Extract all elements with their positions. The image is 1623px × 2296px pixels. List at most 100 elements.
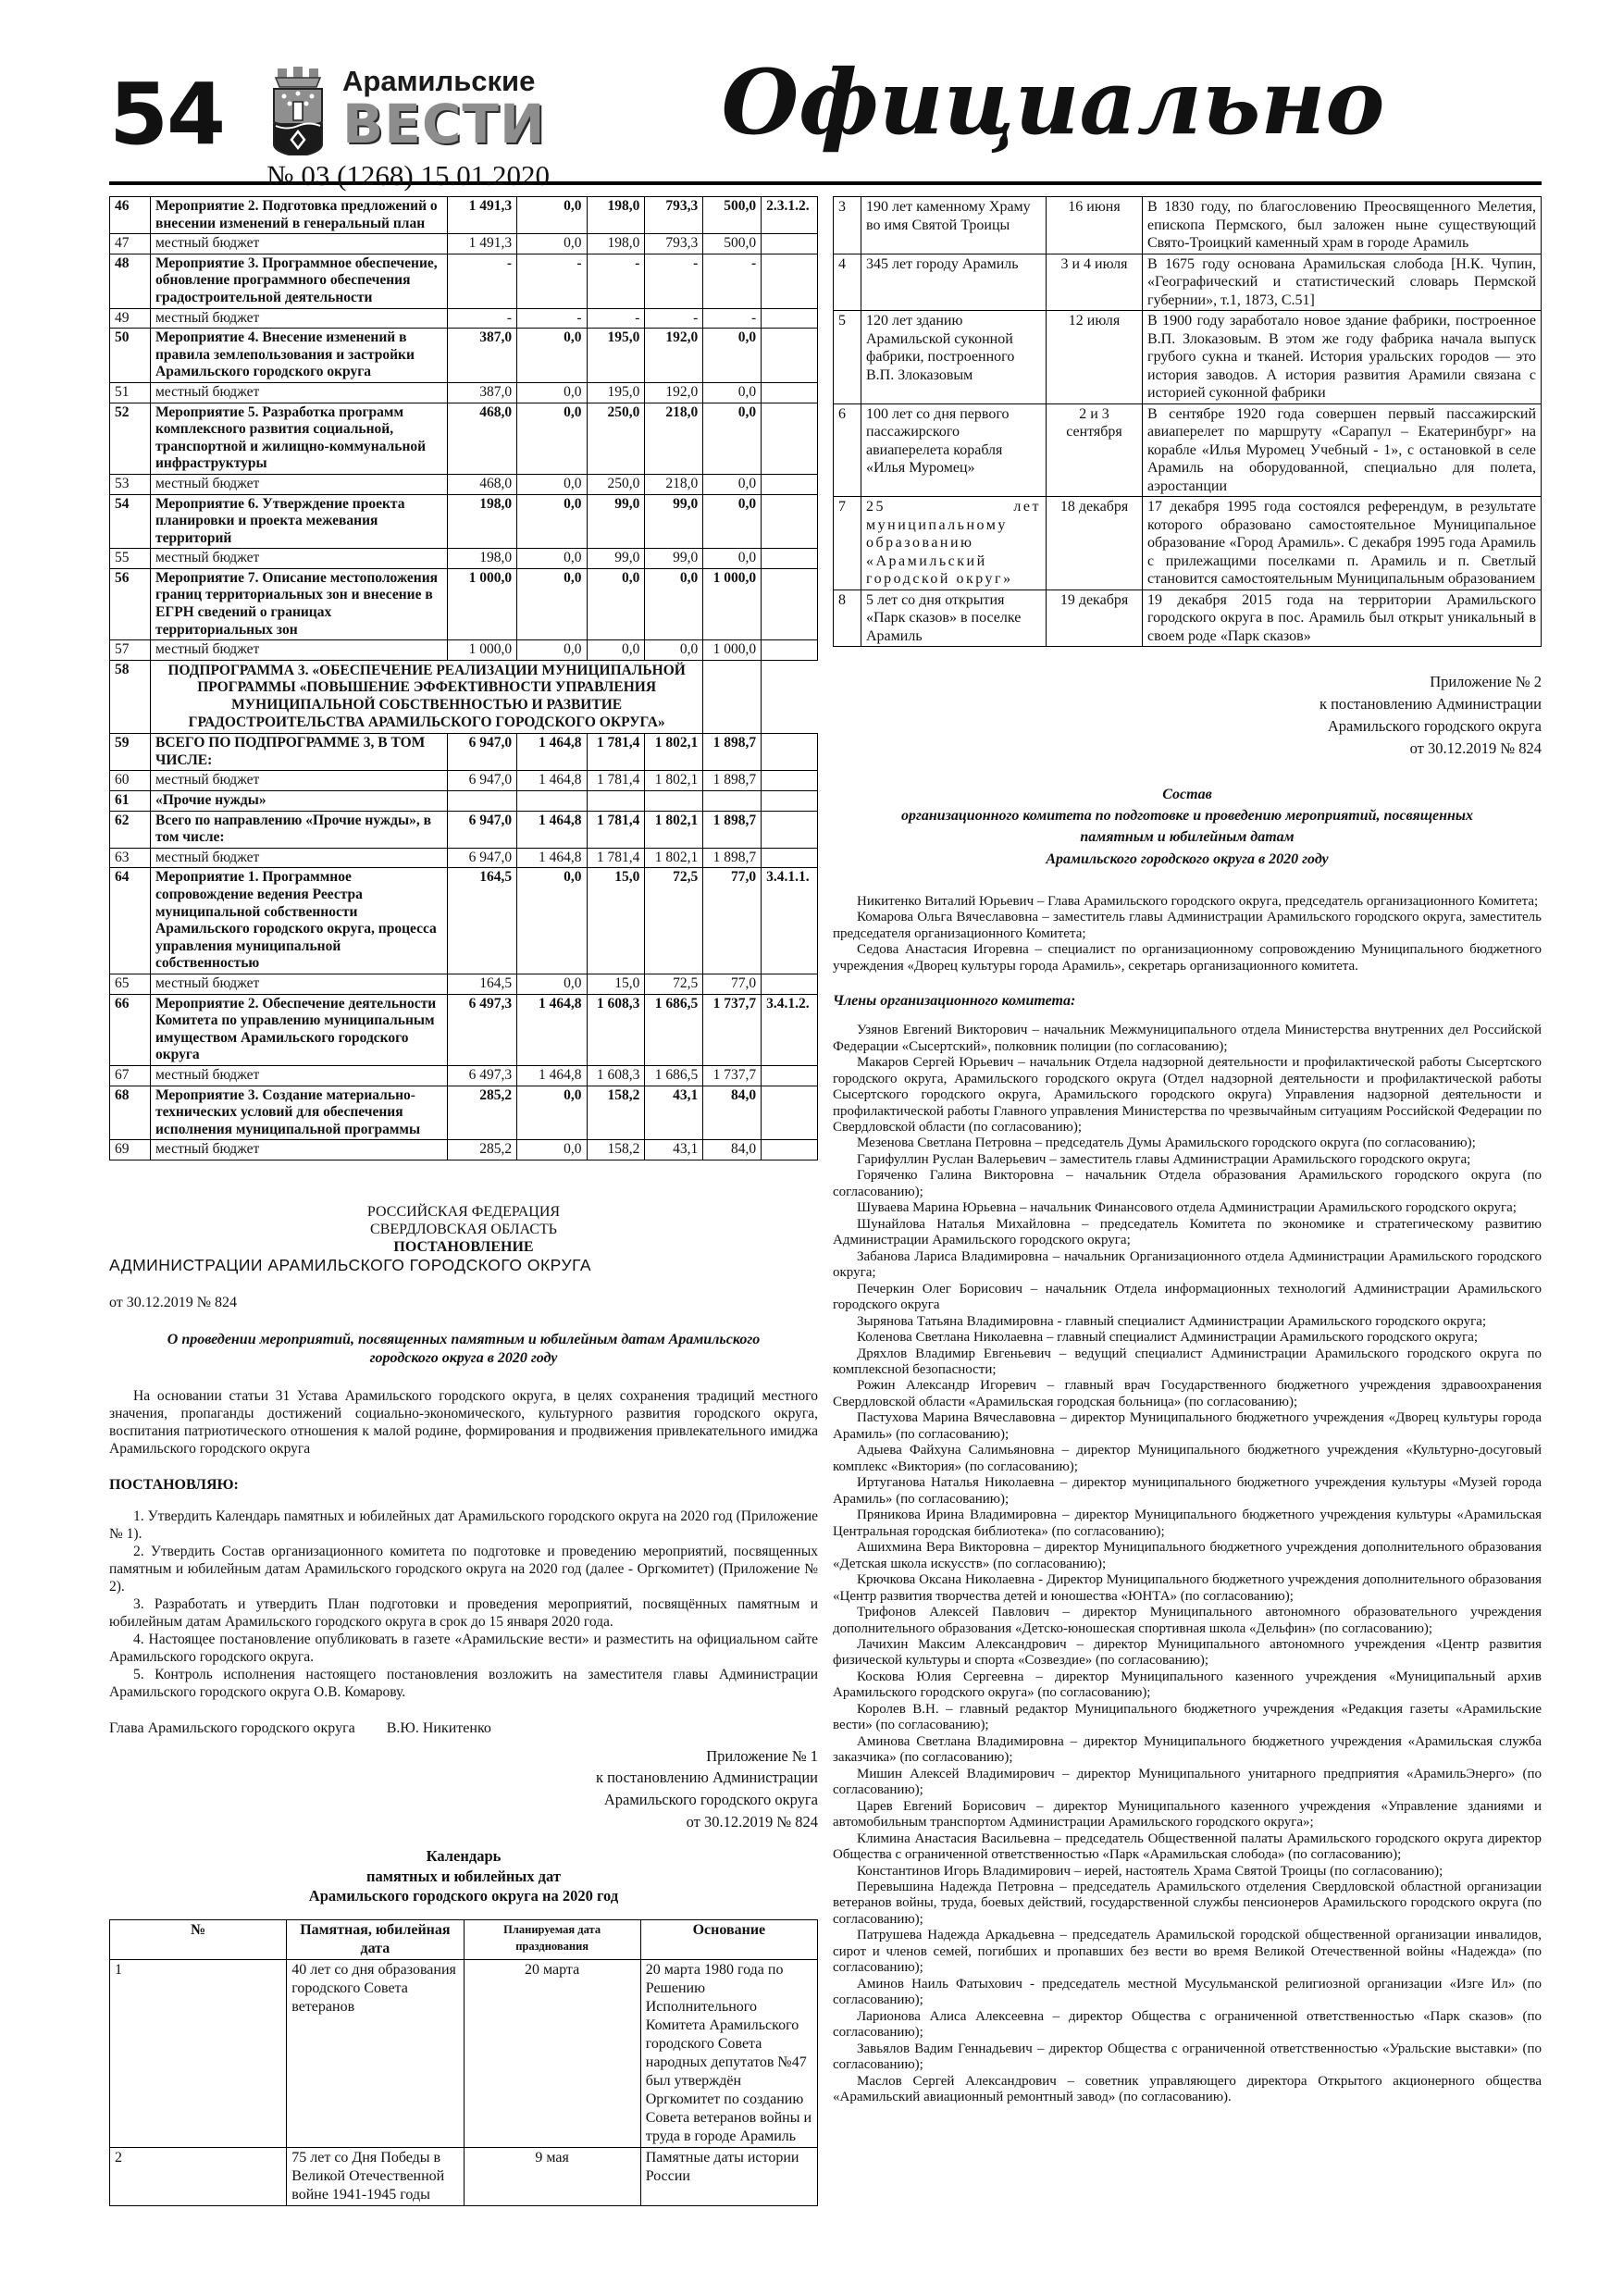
committee-member: Константинов Игорь Владимирович – иерей,… bbox=[857, 1863, 1443, 1879]
row-code bbox=[761, 253, 818, 309]
date-row: 3 190 лет каменному Храму во имя Святой Т… bbox=[833, 196, 1542, 254]
row-value: 0,0 bbox=[702, 493, 762, 550]
row-code: 3.4.1.1. bbox=[761, 867, 818, 974]
row-value: 0,0 bbox=[516, 381, 588, 403]
date-row: 7 25 лет муниципальному образованию «Арам… bbox=[833, 496, 1542, 590]
celebration-date: 18 декабря bbox=[1046, 496, 1143, 590]
row-value: - bbox=[446, 307, 518, 329]
row-value: 198,0 bbox=[586, 195, 646, 235]
row-value: 1 464,8 bbox=[516, 733, 588, 772]
row-value: 0,0 bbox=[702, 402, 762, 475]
row-code bbox=[761, 473, 818, 495]
row-value bbox=[586, 790, 646, 812]
committee-member: Мишин Алексей Владимирович – директор Му… bbox=[833, 1766, 1542, 1798]
budget-row: 66 Мероприятие 2. Обеспечение деятельност… bbox=[109, 993, 818, 1066]
date-row: 5 120 лет зданию Арамильской суконной фаб… bbox=[833, 310, 1542, 404]
row-value: 43,1 bbox=[644, 1139, 704, 1160]
row-value: 1 781,4 bbox=[586, 847, 646, 869]
committee-member: Перевышина Надежда Петровна – председате… bbox=[833, 1880, 1542, 1927]
row-title: местный бюджет bbox=[150, 847, 448, 869]
row-number: 53 bbox=[109, 473, 151, 495]
budget-table: 46 Мероприятие 2. Подготовка предложений … bbox=[109, 195, 818, 1160]
row-number: 49 bbox=[109, 307, 151, 329]
row-value: 164,5 bbox=[446, 867, 518, 974]
row-value: 1 898,7 bbox=[702, 847, 762, 869]
row-value: - bbox=[516, 253, 588, 309]
annex1-reference: Приложение № 1 к постановлению Администра… bbox=[109, 1745, 818, 1834]
row-value: 0,0 bbox=[516, 328, 588, 383]
row-value: - bbox=[586, 253, 646, 309]
budget-row: 52 Мероприятие 5. Разработка программ ком… bbox=[109, 402, 818, 475]
annex-line: к постановлению Администрации bbox=[595, 1769, 818, 1787]
row-value: 198,0 bbox=[446, 548, 518, 569]
row-number: 4 bbox=[833, 253, 861, 312]
row-title: ПОДПРОГРАММА 3. «ОБЕСПЕЧЕНИЕ РЕАЛИЗАЦИИ … bbox=[149, 659, 704, 735]
row-number: 61 bbox=[109, 790, 151, 812]
budget-row: 68 Мероприятие 3. Создание материально-те… bbox=[109, 1085, 818, 1141]
row-value: 195,0 bbox=[586, 328, 646, 383]
calendar-title: Календарь памятных и юбилейных дат Арамиль… bbox=[109, 1846, 818, 1905]
row-number: 64 bbox=[109, 867, 151, 974]
row-number: 3 bbox=[833, 196, 861, 254]
committee-member: Зырянова Татьяна Владимировна - главный … bbox=[857, 1313, 1487, 1329]
committee-members-list: Узянов Евгений Викторович – начальник Ме… bbox=[833, 1023, 1542, 2105]
row-code bbox=[761, 1085, 818, 1141]
row-value: 0,0 bbox=[516, 1085, 588, 1141]
basis-text: В сентябре 1920 года совершен первый пас… bbox=[1142, 403, 1542, 498]
row-title: местный бюджет bbox=[150, 1064, 448, 1086]
page-number: 54 bbox=[109, 65, 226, 164]
committee-member: Дряхлов Владимир Евгеньевич – ведущий сп… bbox=[833, 1346, 1542, 1377]
anniversary-name: 190 лет каменному Храму во имя Святой Тр… bbox=[861, 196, 1047, 254]
committee-member: Узянов Евгений Викторович – начальник Ме… bbox=[833, 1023, 1542, 1054]
row-number: 1 bbox=[108, 1958, 288, 2148]
row-value: 1 737,7 bbox=[702, 1064, 762, 1086]
row-title: Мероприятие 6. Утверждение проекта плани… bbox=[150, 493, 448, 550]
row-value: - bbox=[446, 253, 518, 309]
row-code bbox=[761, 328, 818, 383]
row-number: 56 bbox=[109, 567, 151, 641]
row-value: 0,0 bbox=[516, 473, 588, 495]
planned-date: 20 марта bbox=[463, 1958, 641, 2148]
budget-row: 53 местный бюджет 468,0 0,0 250,0 218,0 0,0 bbox=[109, 473, 818, 495]
newspaper-name-top: Арамильские bbox=[342, 65, 536, 97]
row-value: 1 898,7 bbox=[702, 810, 762, 849]
row-value: 84,0 bbox=[702, 1139, 762, 1160]
row-code bbox=[761, 1139, 818, 1160]
row-code bbox=[761, 847, 818, 869]
row-title: Мероприятие 3. Создание материально-техн… bbox=[150, 1085, 448, 1141]
row-title: Мероприятие 1. Программное сопровождение… bbox=[150, 867, 448, 974]
row-number: 54 bbox=[109, 493, 151, 550]
decree-region: СВЕРДЛОВСКАЯ ОБЛАСТЬ bbox=[370, 1222, 557, 1238]
row-value: 0,0 bbox=[586, 639, 646, 661]
row-code bbox=[761, 810, 818, 849]
row-value: - bbox=[702, 253, 762, 309]
row-value: 793,3 bbox=[644, 233, 704, 254]
row-value: 468,0 bbox=[446, 402, 518, 475]
committee-member: Королев В.Н. – главный редактор Муниципа… bbox=[833, 1701, 1542, 1733]
row-value: 15,0 bbox=[586, 867, 646, 974]
row-number: 55 bbox=[109, 548, 151, 569]
row-value: 1 781,4 bbox=[586, 733, 646, 772]
decree-title: О проведении мероприятий, посвященных па… bbox=[167, 1331, 761, 1367]
decree-date: от 30.12.2019 № 824 bbox=[109, 1295, 238, 1311]
row-value: 0,0 bbox=[702, 328, 762, 383]
column-header: Планируемая дата празднования bbox=[463, 1918, 641, 1960]
celebration-date: 19 декабря bbox=[1046, 589, 1143, 648]
row-value: - bbox=[644, 307, 704, 329]
row-value: 1 608,3 bbox=[586, 1064, 646, 1086]
committee-member: Ашихмина Вера Викторовна – директор Муни… bbox=[833, 1540, 1542, 1571]
row-value: 218,0 bbox=[644, 473, 704, 495]
row-value: 43,1 bbox=[644, 1085, 704, 1141]
celebration-date: 2 и 3 сентября bbox=[1046, 403, 1143, 498]
committee-member: Патрушева Надежда Аркадьевна – председат… bbox=[833, 1928, 1542, 1976]
row-number: 60 bbox=[109, 770, 151, 791]
committee-member: Горяченко Галина Викторовна – начальник … bbox=[833, 1168, 1542, 1199]
row-value: 192,0 bbox=[644, 328, 704, 383]
row-value: 0,0 bbox=[586, 567, 646, 641]
committee-member: Мезенова Светлана Петровна – председател… bbox=[857, 1136, 1476, 1151]
anniversary-name: 345 лет городу Арамиль bbox=[861, 253, 1047, 312]
row-value: 1 464,8 bbox=[516, 810, 588, 849]
row-value: 0,0 bbox=[644, 639, 704, 661]
date-row: 6 100 лет со дня первого пассажирского ав… bbox=[833, 403, 1542, 498]
